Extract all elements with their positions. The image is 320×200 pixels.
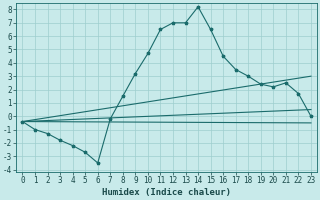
X-axis label: Humidex (Indice chaleur): Humidex (Indice chaleur) <box>102 188 231 197</box>
